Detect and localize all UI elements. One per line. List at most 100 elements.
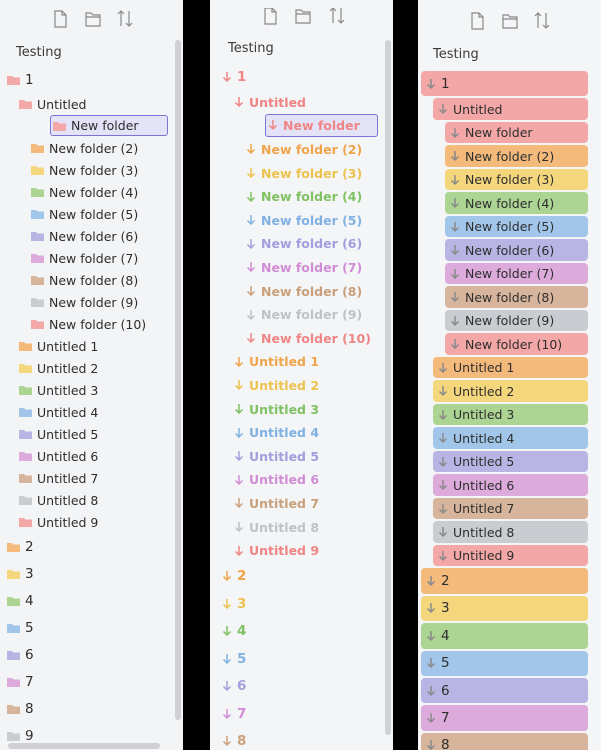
tree-item[interactable]: New folder (3): [445, 168, 588, 191]
tree-item[interactable]: 3: [4, 560, 168, 587]
tree-item[interactable]: New folder (4): [243, 185, 378, 209]
tree-item[interactable]: New folder (2): [445, 145, 588, 167]
tree-item[interactable]: New folder (10): [28, 313, 168, 335]
tree-item[interactable]: 1: [219, 63, 378, 91]
tree-item[interactable]: New folder (9): [243, 303, 378, 327]
tree-item[interactable]: Untitled 3: [231, 397, 378, 421]
new-note-icon[interactable]: [54, 10, 67, 28]
tree-item[interactable]: 2: [4, 533, 168, 560]
scrollbar[interactable]: [8, 743, 160, 749]
icon-shape: [426, 713, 436, 724]
tree-item[interactable]: Untitled 4: [231, 421, 378, 445]
new-folder-icon[interactable]: [295, 9, 311, 24]
sort-icon[interactable]: [117, 10, 133, 27]
tree-item[interactable]: Untitled 9: [231, 539, 378, 563]
tree-item[interactable]: New folder (9): [445, 309, 588, 332]
tree-item[interactable]: New folder (8): [243, 279, 378, 303]
tree-item[interactable]: Untitled 2: [16, 357, 168, 379]
tree-item[interactable]: Untitled: [16, 93, 168, 115]
tree-item[interactable]: New folder (3): [243, 161, 378, 185]
tree-item[interactable]: Untitled 7: [231, 492, 378, 516]
tree-item[interactable]: Untitled 5: [433, 450, 588, 473]
tree-item[interactable]: New folder (6): [28, 225, 168, 247]
tree-item[interactable]: Untitled 8: [231, 515, 378, 539]
scrollbar[interactable]: [385, 40, 391, 735]
tree-item[interactable]: New folder (5): [28, 203, 168, 225]
new-note-icon[interactable]: [264, 8, 277, 25]
new-note-icon[interactable]: [471, 12, 484, 30]
tree-item[interactable]: 7: [219, 700, 378, 728]
tree-item[interactable]: Untitled 3: [433, 403, 588, 426]
tree-item[interactable]: 3: [421, 595, 588, 622]
tree-item[interactable]: 5: [4, 614, 168, 641]
tree-item[interactable]: 8: [219, 728, 378, 750]
tree-item[interactable]: New folder (8): [28, 269, 168, 291]
tree-item[interactable]: 9: [4, 722, 168, 749]
tree-item[interactable]: New folder (2): [28, 137, 168, 159]
new-folder-icon[interactable]: [502, 14, 518, 29]
icon-shape: [234, 404, 244, 415]
scrollbar[interactable]: [175, 40, 181, 720]
tree-item[interactable]: Untitled 7: [16, 467, 168, 489]
tree-item[interactable]: New folder (4): [28, 181, 168, 203]
tree-item[interactable]: Untitled 3: [16, 379, 168, 401]
tree-item[interactable]: Untitled 8: [433, 521, 588, 543]
tree-item[interactable]: 1: [421, 71, 588, 97]
tree-item[interactable]: New folder (5): [445, 215, 588, 238]
tree-item[interactable]: 2: [421, 568, 588, 594]
tree-item[interactable]: New folder: [265, 114, 378, 137]
tree-item[interactable]: New folder (8): [445, 286, 588, 308]
tree-item[interactable]: New folder (7): [243, 256, 378, 280]
tree-item[interactable]: Untitled 1: [231, 350, 378, 374]
tree-item[interactable]: Untitled 2: [433, 380, 588, 402]
tree-item[interactable]: Untitled 9: [16, 511, 168, 533]
tree-item[interactable]: Untitled: [231, 91, 378, 115]
tree-item[interactable]: Untitled 6: [433, 474, 588, 496]
tree-item[interactable]: 8: [4, 695, 168, 722]
tree-item[interactable]: New folder (3): [28, 159, 168, 181]
tree-item[interactable]: Untitled 6: [16, 445, 168, 467]
tree-item[interactable]: 6: [219, 673, 378, 701]
tree-item[interactable]: 4: [4, 587, 168, 614]
tree-item[interactable]: Untitled 6: [231, 468, 378, 492]
tree-item[interactable]: 1: [4, 66, 168, 93]
tree-item[interactable]: Untitled 4: [433, 427, 588, 449]
tree-item[interactable]: New folder (10): [243, 327, 378, 351]
tree-item[interactable]: New folder (7): [28, 247, 168, 269]
tree-item[interactable]: New folder (4): [445, 192, 588, 214]
new-folder-icon[interactable]: [85, 12, 101, 27]
tree-item[interactable]: 8: [421, 732, 588, 750]
tree-item[interactable]: 5: [219, 645, 378, 673]
tree-item[interactable]: Untitled 9: [433, 544, 588, 567]
sort-icon[interactable]: [534, 12, 550, 29]
tree-item[interactable]: 4: [219, 618, 378, 646]
tree-item[interactable]: Untitled 8: [16, 489, 168, 511]
tree-item[interactable]: New folder (10): [445, 333, 588, 355]
tree-item[interactable]: New folder: [50, 115, 168, 136]
tree-item[interactable]: New folder (2): [243, 138, 378, 162]
tree-item[interactable]: Untitled: [433, 98, 588, 120]
tree-item[interactable]: New folder (6): [445, 239, 588, 261]
tree-item[interactable]: 2: [219, 563, 378, 591]
tree-item[interactable]: New folder (5): [243, 209, 378, 233]
tree-item[interactable]: Untitled 4: [16, 401, 168, 423]
tree-item[interactable]: New folder (9): [28, 291, 168, 313]
tree-item[interactable]: 6: [4, 641, 168, 668]
tree-item[interactable]: New folder: [445, 121, 588, 144]
tree-item[interactable]: 6: [421, 678, 588, 704]
tree-item[interactable]: 7: [4, 668, 168, 695]
tree-item[interactable]: Untitled 2: [231, 374, 378, 398]
tree-item[interactable]: New folder (7): [445, 262, 588, 285]
tree-item-label: Untitled: [37, 96, 87, 112]
tree-item[interactable]: Untitled 7: [433, 497, 588, 520]
tree-item[interactable]: Untitled 5: [16, 423, 168, 445]
tree-item[interactable]: 3: [219, 590, 378, 618]
tree-item[interactable]: Untitled 1: [433, 356, 588, 379]
tree-item[interactable]: 7: [421, 705, 588, 731]
sort-icon[interactable]: [329, 8, 345, 24]
tree-item[interactable]: Untitled 1: [16, 335, 168, 357]
tree-item[interactable]: New folder (6): [243, 232, 378, 256]
tree-item[interactable]: 4: [421, 623, 588, 649]
tree-item[interactable]: 5: [421, 650, 588, 676]
tree-item[interactable]: Untitled 5: [231, 445, 378, 469]
